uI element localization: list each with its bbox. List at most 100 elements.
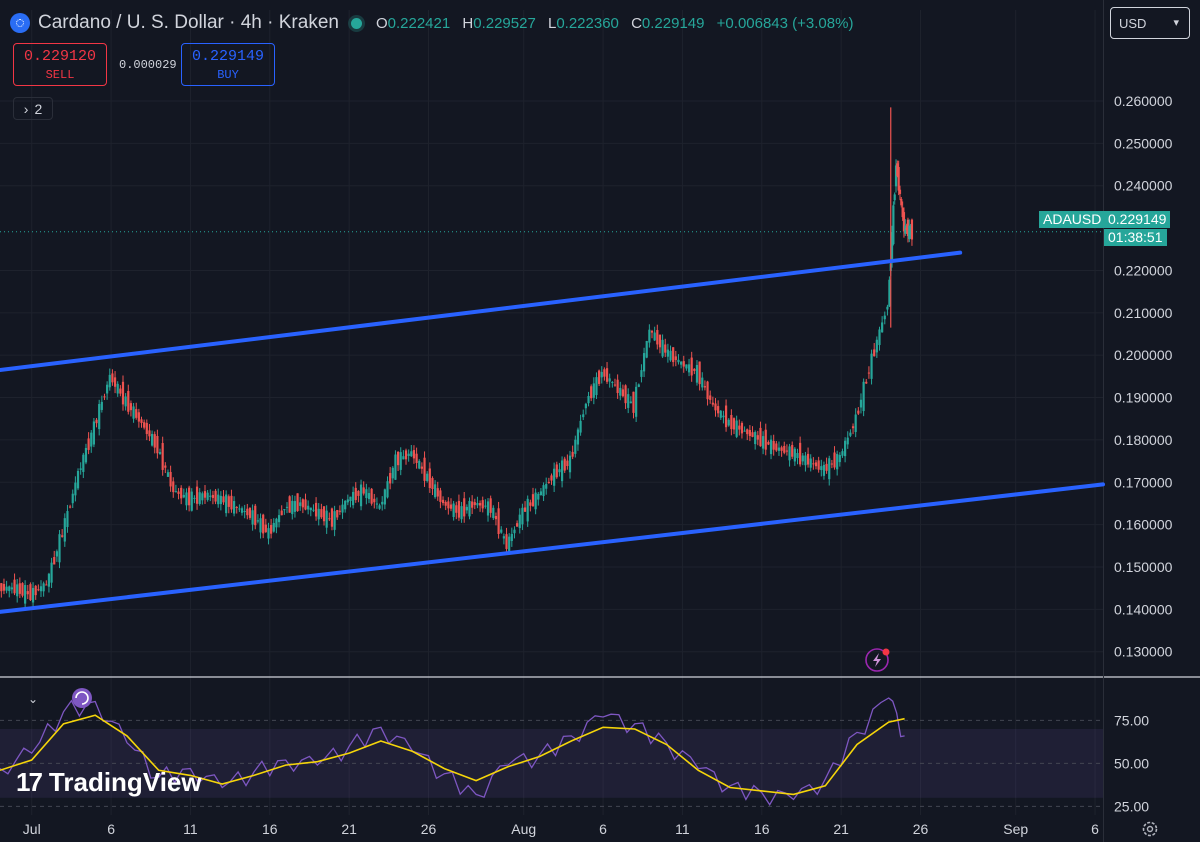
- candle-body: [103, 396, 106, 398]
- candle-body: [560, 460, 564, 482]
- candle-body: [648, 329, 651, 343]
- candle-body: [476, 503, 479, 506]
- sell-button[interactable]: 0.229120 SELL: [13, 43, 107, 86]
- candle-body: [288, 496, 291, 513]
- symbol-title[interactable]: Cardano / U. S. Dollar · 4h · Kraken: [38, 12, 339, 33]
- candle-body: [5, 586, 8, 591]
- candle-body: [190, 491, 193, 511]
- candle-body: [158, 452, 162, 454]
- candle-body: [905, 227, 908, 231]
- candle-body: [346, 499, 349, 503]
- candle-body: [383, 489, 386, 505]
- rsi-band: [0, 729, 1103, 798]
- candle-body: [624, 385, 627, 404]
- candle-body: [566, 460, 569, 467]
- candle-body: [486, 501, 490, 516]
- x-tick-label: 26: [913, 821, 929, 837]
- candle-body: [460, 506, 463, 520]
- candle-body: [764, 429, 767, 450]
- candle-body: [317, 508, 320, 520]
- candle-body: [637, 384, 640, 387]
- y-tick-label: 0.150000: [1114, 559, 1173, 575]
- candle-body: [251, 510, 254, 525]
- candle-body: [188, 487, 191, 506]
- candle-body: [232, 501, 236, 514]
- candle-body: [254, 505, 257, 526]
- candle-body: [735, 420, 738, 437]
- high-value: 0.229527: [473, 14, 536, 32]
- candle-body: [785, 450, 789, 452]
- y-tick-label: 0.200000: [1114, 347, 1173, 363]
- candle-body: [209, 495, 212, 497]
- candle-body: [693, 368, 696, 371]
- candle-body: [902, 212, 906, 232]
- market-open-dot-icon[interactable]: [350, 17, 362, 29]
- x-tick-label: 6: [107, 821, 115, 837]
- candle-body: [883, 315, 886, 320]
- candle-body: [703, 386, 707, 388]
- candle-body: [730, 414, 733, 430]
- candle-body: [322, 506, 326, 522]
- candle-body: [428, 468, 431, 488]
- candle-body: [875, 339, 878, 353]
- candle-body: [867, 372, 871, 374]
- gear-icon[interactable]: [1140, 819, 1160, 839]
- candle-body: [262, 514, 265, 534]
- candle-body: [722, 415, 725, 418]
- rsi-collapse-button[interactable]: ⌄: [19, 689, 47, 709]
- close-value: 0.229149: [641, 14, 705, 32]
- candle-body: [531, 494, 535, 507]
- candle-body: [410, 451, 413, 457]
- candle-body: [431, 478, 434, 490]
- y-tick-label: 0.260000: [1114, 93, 1173, 109]
- candle-body: [21, 583, 24, 596]
- candle-body: [576, 429, 580, 445]
- candle-body: [600, 371, 603, 378]
- buy-price: 0.229149: [191, 48, 264, 65]
- candle-body: [812, 463, 815, 465]
- lightning-icon: [865, 648, 890, 672]
- candle-body: [806, 453, 810, 465]
- buy-label: BUY: [217, 68, 239, 82]
- candle-body: [568, 455, 572, 473]
- candle-body: [121, 381, 125, 405]
- candle-body: [214, 490, 217, 502]
- candle-body: [769, 439, 773, 455]
- candle-body: [748, 429, 751, 436]
- candle-body: [521, 507, 524, 525]
- candle-body: [140, 419, 143, 423]
- candle-body: [330, 508, 334, 527]
- last-price-tag: 0.229149: [1104, 211, 1171, 228]
- candle-body: [772, 440, 775, 450]
- candle-body: [516, 523, 519, 527]
- currency-value: USD: [1119, 15, 1147, 31]
- candle-body: [386, 481, 389, 498]
- candle-body: [836, 454, 839, 470]
- x-tick-label: Aug: [511, 821, 536, 837]
- candle-body: [502, 536, 505, 539]
- candle-body: [534, 492, 537, 510]
- candle-body: [264, 524, 267, 532]
- candles: [0, 107, 914, 610]
- candle-body: [873, 349, 876, 357]
- y-tick-label: 0.160000: [1114, 517, 1173, 533]
- candle-body: [423, 457, 426, 481]
- candle-body: [34, 585, 37, 596]
- candle-body: [550, 475, 553, 481]
- candle-body: [270, 525, 273, 534]
- currency-select[interactable]: USD ▾: [1110, 7, 1190, 39]
- candle-body: [222, 496, 225, 503]
- candle-body: [277, 515, 281, 523]
- candle-body: [603, 369, 606, 377]
- candle-body: [309, 507, 312, 511]
- refresh-bg: [72, 688, 92, 708]
- candle-body: [619, 387, 622, 396]
- candle-body: [801, 455, 804, 462]
- buy-button[interactable]: 0.229149 BUY: [181, 43, 275, 86]
- candle-body: [775, 443, 778, 451]
- indicators-toggle[interactable]: › 2: [13, 97, 53, 120]
- candle-body: [402, 456, 405, 460]
- candle-body: [901, 207, 904, 218]
